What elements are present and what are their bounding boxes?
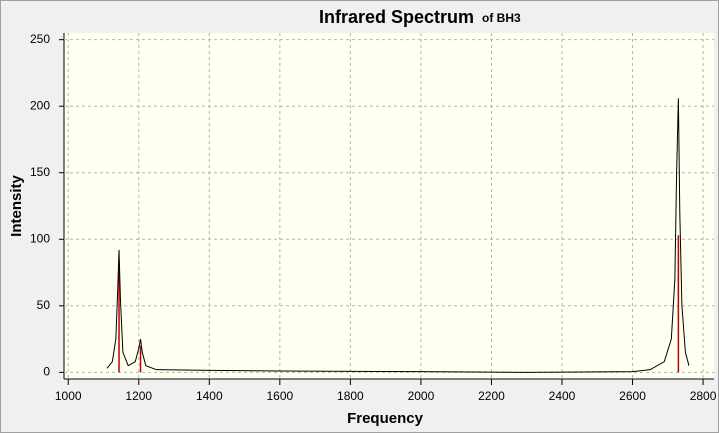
x-tick-label: 2400 bbox=[549, 389, 576, 403]
y-tick-label: 100 bbox=[30, 231, 50, 245]
x-tick-label: 1000 bbox=[55, 389, 82, 403]
plot-area bbox=[64, 33, 714, 379]
x-tick-label: 2200 bbox=[478, 389, 505, 403]
x-tick-label: 2000 bbox=[408, 389, 435, 403]
y-tick-label: 150 bbox=[30, 165, 50, 179]
y-tick-label: 200 bbox=[30, 98, 50, 112]
chart-subtitle: of BH3 bbox=[482, 11, 521, 25]
y-tick-label: 250 bbox=[30, 32, 50, 46]
chart-title: Infrared Spectrum bbox=[319, 7, 474, 27]
x-axis-label: Frequency bbox=[347, 410, 424, 427]
x-tick-label: 1800 bbox=[337, 389, 364, 403]
x-tick-label: 2800 bbox=[690, 389, 717, 403]
x-tick-label: 1600 bbox=[266, 389, 293, 403]
spectrum-line bbox=[106, 98, 690, 373]
x-tick-label: 1200 bbox=[125, 389, 152, 403]
y-axis-label: Intensity bbox=[8, 175, 25, 237]
x-tick-label: 2600 bbox=[619, 389, 646, 403]
y-tick-label: 0 bbox=[43, 365, 50, 379]
x-tick-label: 1400 bbox=[196, 389, 223, 403]
y-tick-label: 50 bbox=[37, 298, 51, 312]
